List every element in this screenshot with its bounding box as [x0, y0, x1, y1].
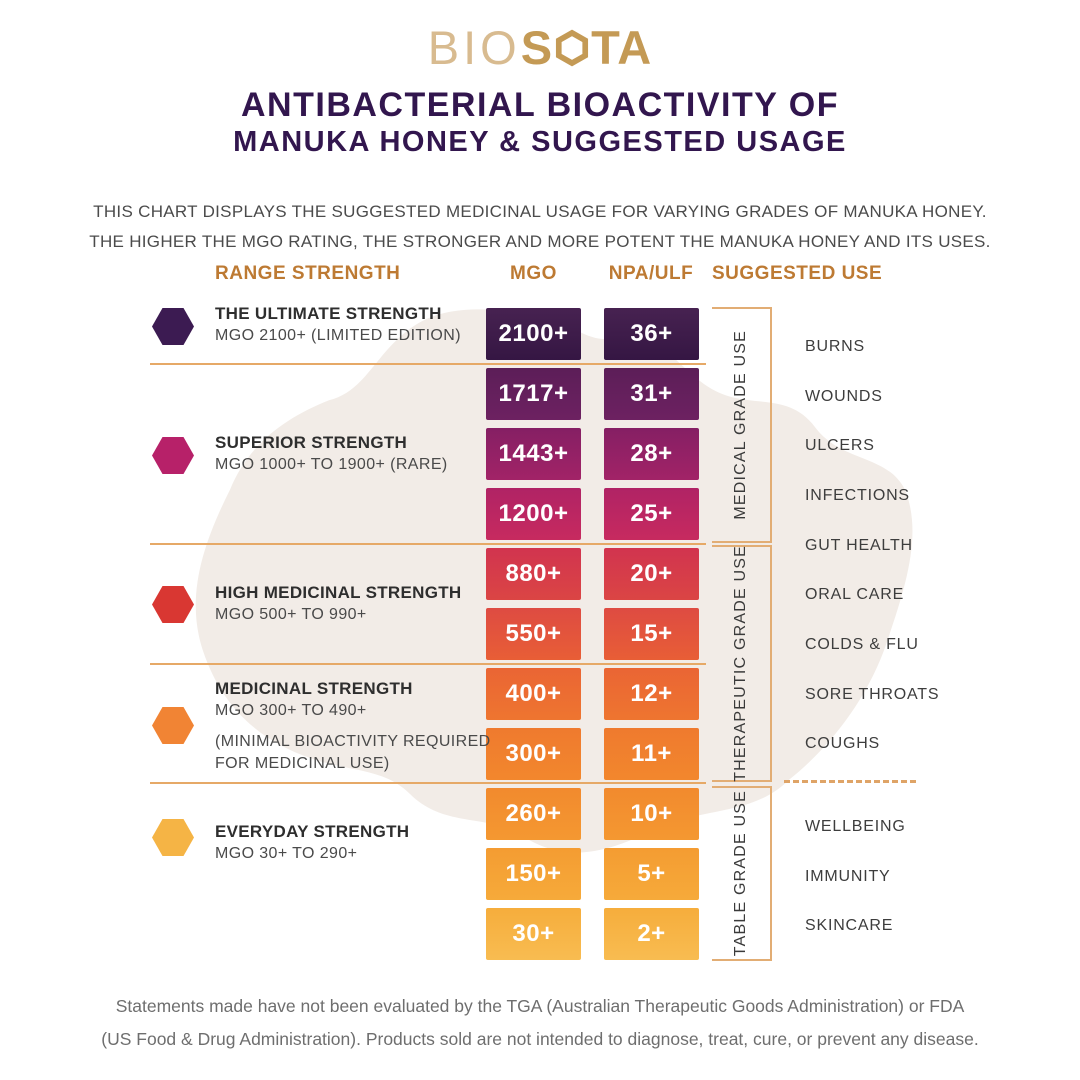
mgo-value-box: 400+ — [486, 668, 581, 720]
gold-dashed-separator — [784, 780, 916, 783]
strength-group-name: HIGH MEDICINAL STRENGTH — [215, 583, 462, 602]
gold-separator — [150, 543, 706, 545]
logo-s-text: S — [520, 21, 554, 74]
strength-group-label: SUPERIOR STRENGTH MGO 1000+ TO 1900+ (RAR… — [215, 432, 500, 476]
npa-value-box: 10+ — [604, 788, 699, 840]
npa-value-box: 2+ — [604, 908, 699, 960]
npa-value-box: 31+ — [604, 368, 699, 420]
logo-ta-text: TA — [591, 21, 653, 74]
use-item: ORAL CARE — [805, 586, 905, 603]
column-header-range-strength: RANGE STRENGTH — [215, 263, 401, 284]
mgo-value-box: 1200+ — [486, 488, 581, 540]
mgo-value-box: 550+ — [486, 608, 581, 660]
mgo-value-box: 150+ — [486, 848, 581, 900]
npa-value-box: 28+ — [604, 428, 699, 480]
strength-hexagon-icon — [152, 819, 194, 856]
mgo-value-box: 260+ — [486, 788, 581, 840]
column-header-suggested-use: SUGGESTED USE — [712, 263, 883, 284]
use-item: WELLBEING — [805, 818, 906, 835]
strength-group-name: EVERYDAY STRENGTH — [215, 822, 410, 841]
strength-group-name: MEDICINAL STRENGTH — [215, 679, 413, 698]
intro-line1: THIS CHART DISPLAYS THE SUGGESTED MEDICI… — [93, 202, 987, 221]
biosota-logo: BIO S TA — [0, 20, 1080, 75]
logo-bio-text: BIO — [427, 21, 521, 74]
npa-value-box: 25+ — [604, 488, 699, 540]
disclaimer-line2: (US Food & Drug Administration). Product… — [101, 1029, 979, 1049]
strength-group-range: MGO 1000+ TO 1900+ (RARE) — [215, 456, 448, 473]
mgo-value-box: 300+ — [486, 728, 581, 780]
intro-text: THIS CHART DISPLAYS THE SUGGESTED MEDICI… — [0, 197, 1080, 257]
grade-label: MEDICAL GRADE USE — [732, 330, 749, 520]
use-item: COUGHS — [805, 735, 881, 752]
strength-group-range: MGO 30+ TO 290+ — [215, 845, 358, 862]
disclaimer-text: Statements made have not been evaluated … — [0, 990, 1080, 1056]
npa-value-box: 36+ — [604, 308, 699, 360]
strength-group-note: (MINIMAL BIOACTIVITY REQUIRED FOR MEDICI… — [215, 733, 491, 772]
strength-group-range: MGO 500+ TO 990+ — [215, 606, 367, 623]
grade-bracket: MEDICAL GRADE USE — [712, 307, 772, 543]
strength-group-range: MGO 300+ TO 490+ — [215, 702, 367, 719]
grade-bracket: THERAPEUTIC GRADE USE — [712, 545, 772, 782]
strength-group-name: SUPERIOR STRENGTH — [215, 433, 408, 452]
use-item: WOUNDS — [805, 388, 883, 405]
strength-group-label: EVERYDAY STRENGTH MGO 30+ TO 290+ — [215, 821, 500, 865]
use-item: BURNS — [805, 338, 866, 355]
strength-group-label: HIGH MEDICINAL STRENGTH MGO 500+ TO 990+ — [215, 582, 500, 626]
npa-value-box: 20+ — [604, 548, 699, 600]
use-item: IMMUNITY — [805, 868, 891, 885]
npa-value-box: 15+ — [604, 608, 699, 660]
npa-value-box: 12+ — [604, 668, 699, 720]
mgo-value-box: 1443+ — [486, 428, 581, 480]
mgo-value-box: 2100+ — [486, 308, 581, 360]
use-item: COLDS & FLU — [805, 636, 919, 653]
npa-value-box: 5+ — [604, 848, 699, 900]
grade-label: THERAPEUTIC GRADE USE — [732, 545, 749, 782]
strength-group-label: MEDICINAL STRENGTH MGO 300+ TO 490+ (MINIM… — [215, 678, 500, 775]
use-item: INFECTIONS — [805, 487, 910, 504]
use-item: SORE THROATS — [805, 686, 940, 703]
disclaimer-line1: Statements made have not been evaluated … — [115, 996, 965, 1016]
grade-label: TABLE GRADE USE — [732, 790, 749, 957]
page-title-line2: MANUKA HONEY & SUGGESTED USAGE — [233, 126, 847, 158]
strength-group-name: THE ULTIMATE STRENGTH — [215, 304, 442, 323]
grade-bracket: TABLE GRADE USE — [712, 786, 772, 961]
mgo-value-box: 880+ — [486, 548, 581, 600]
mgo-value-box: 1717+ — [486, 368, 581, 420]
npa-value-box: 11+ — [604, 728, 699, 780]
gold-separator — [150, 363, 706, 365]
intro-line2: THE HIGHER THE MGO RATING, THE STRONGER … — [89, 232, 991, 251]
column-header-mgo: MGO — [510, 263, 557, 284]
column-header-npa-ulf: NPA/ULF — [608, 263, 694, 284]
use-item: ULCERS — [805, 437, 875, 454]
gold-separator — [150, 663, 706, 665]
strength-group-label: THE ULTIMATE STRENGTH MGO 2100+ (LIMITED … — [215, 303, 500, 347]
strength-group-range: MGO 2100+ (LIMITED EDITION) — [215, 327, 461, 344]
use-item: SKINCARE — [805, 917, 894, 934]
strength-hexagon-icon — [152, 586, 194, 623]
hexagon-o-icon — [556, 29, 589, 66]
use-item: GUT HEALTH — [805, 537, 913, 554]
gold-separator — [150, 782, 706, 784]
page-title-line1: ANTIBACTERIAL BIOACTIVITY OF — [241, 86, 839, 124]
mgo-value-box: 30+ — [486, 908, 581, 960]
strength-hexagon-icon — [152, 707, 194, 744]
